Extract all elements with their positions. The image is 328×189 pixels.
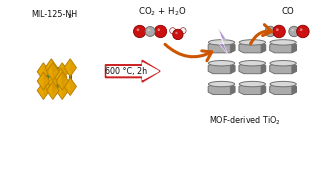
Ellipse shape bbox=[208, 40, 235, 45]
Ellipse shape bbox=[270, 60, 296, 66]
Ellipse shape bbox=[270, 81, 296, 87]
Polygon shape bbox=[61, 68, 67, 86]
Polygon shape bbox=[239, 63, 266, 74]
Polygon shape bbox=[270, 84, 297, 94]
Polygon shape bbox=[239, 42, 266, 53]
Polygon shape bbox=[56, 82, 69, 99]
Polygon shape bbox=[208, 84, 235, 94]
Polygon shape bbox=[56, 72, 69, 90]
Polygon shape bbox=[43, 82, 50, 99]
Polygon shape bbox=[208, 63, 235, 74]
Polygon shape bbox=[292, 84, 297, 94]
Polygon shape bbox=[70, 78, 76, 95]
Polygon shape bbox=[47, 82, 59, 99]
Circle shape bbox=[133, 25, 146, 38]
Polygon shape bbox=[261, 63, 266, 74]
FancyArrow shape bbox=[105, 60, 160, 82]
Polygon shape bbox=[270, 42, 297, 53]
Text: CO$_2$ + H$_2$O: CO$_2$ + H$_2$O bbox=[138, 5, 186, 18]
Polygon shape bbox=[239, 84, 266, 94]
Polygon shape bbox=[37, 63, 50, 81]
Polygon shape bbox=[56, 63, 69, 81]
Circle shape bbox=[171, 29, 173, 30]
Polygon shape bbox=[261, 84, 266, 94]
Polygon shape bbox=[292, 42, 297, 53]
FancyArrowPatch shape bbox=[251, 25, 272, 44]
Polygon shape bbox=[53, 72, 59, 90]
Circle shape bbox=[154, 25, 167, 38]
Ellipse shape bbox=[208, 60, 235, 66]
Circle shape bbox=[276, 28, 279, 31]
Polygon shape bbox=[270, 63, 297, 74]
Polygon shape bbox=[37, 82, 50, 99]
Polygon shape bbox=[45, 59, 58, 77]
FancyArrow shape bbox=[107, 63, 158, 80]
Circle shape bbox=[180, 28, 186, 34]
Polygon shape bbox=[53, 82, 59, 99]
Circle shape bbox=[136, 28, 139, 31]
Circle shape bbox=[273, 25, 285, 38]
Polygon shape bbox=[53, 63, 59, 81]
Circle shape bbox=[268, 29, 270, 31]
Polygon shape bbox=[261, 42, 266, 53]
Ellipse shape bbox=[239, 40, 265, 45]
Polygon shape bbox=[62, 63, 69, 81]
Circle shape bbox=[170, 28, 176, 34]
Circle shape bbox=[297, 25, 309, 38]
Text: 2: 2 bbox=[68, 14, 72, 19]
Circle shape bbox=[291, 29, 294, 31]
Text: MOF-derived TiO$_2$: MOF-derived TiO$_2$ bbox=[209, 115, 281, 127]
Polygon shape bbox=[218, 28, 228, 55]
Circle shape bbox=[173, 29, 183, 40]
Circle shape bbox=[182, 29, 183, 30]
Polygon shape bbox=[62, 82, 69, 99]
Circle shape bbox=[145, 26, 155, 36]
FancyArrowPatch shape bbox=[165, 44, 212, 61]
Polygon shape bbox=[54, 68, 67, 86]
Polygon shape bbox=[230, 63, 235, 74]
Text: 600 °C, 2h: 600 °C, 2h bbox=[105, 67, 147, 76]
Circle shape bbox=[265, 26, 276, 37]
Polygon shape bbox=[51, 59, 58, 77]
Polygon shape bbox=[37, 72, 50, 90]
Polygon shape bbox=[230, 42, 235, 53]
Circle shape bbox=[300, 28, 302, 31]
Polygon shape bbox=[51, 78, 58, 95]
Polygon shape bbox=[43, 72, 50, 90]
Ellipse shape bbox=[239, 81, 265, 87]
Polygon shape bbox=[230, 84, 235, 94]
Polygon shape bbox=[64, 78, 76, 95]
Circle shape bbox=[157, 28, 160, 31]
Polygon shape bbox=[62, 72, 69, 90]
Polygon shape bbox=[208, 42, 235, 53]
Circle shape bbox=[175, 32, 177, 34]
Polygon shape bbox=[45, 78, 58, 95]
Text: MIL-125-NH: MIL-125-NH bbox=[32, 10, 78, 19]
Text: CO: CO bbox=[282, 7, 295, 16]
Ellipse shape bbox=[239, 60, 265, 66]
Polygon shape bbox=[47, 72, 59, 90]
Ellipse shape bbox=[208, 81, 235, 87]
Ellipse shape bbox=[270, 40, 296, 45]
Circle shape bbox=[289, 26, 299, 37]
Polygon shape bbox=[43, 63, 50, 81]
Polygon shape bbox=[64, 59, 76, 77]
Polygon shape bbox=[70, 59, 76, 77]
Polygon shape bbox=[292, 63, 297, 74]
Circle shape bbox=[148, 29, 150, 31]
Polygon shape bbox=[47, 63, 59, 81]
